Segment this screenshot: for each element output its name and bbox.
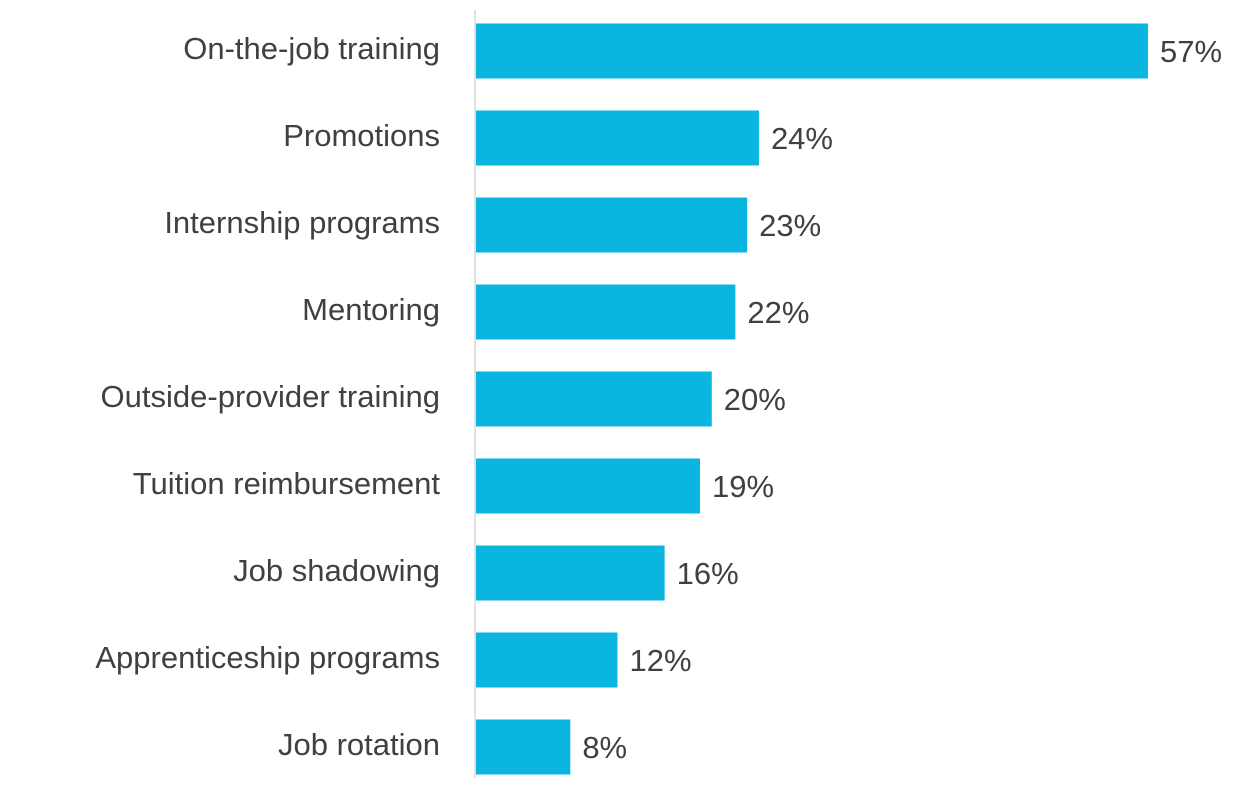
bar bbox=[476, 719, 571, 775]
bar bbox=[476, 545, 665, 601]
data-label: 16% bbox=[677, 556, 739, 591]
bar bbox=[476, 197, 748, 253]
bar bbox=[476, 110, 759, 166]
category-label: Apprenticeship programs bbox=[95, 640, 440, 675]
category-label: Job rotation bbox=[278, 727, 440, 762]
data-label: 22% bbox=[747, 295, 809, 330]
bar bbox=[476, 632, 618, 688]
category-label: Promotions bbox=[283, 118, 440, 153]
category-label: Tuition reimbursement bbox=[133, 466, 441, 501]
data-label: 19% bbox=[712, 469, 774, 504]
category-label: Outside-provider training bbox=[101, 379, 440, 414]
data-label: 57% bbox=[1160, 34, 1222, 69]
bar bbox=[476, 23, 1148, 79]
bar bbox=[476, 284, 736, 340]
data-label: 24% bbox=[771, 121, 833, 156]
bar bbox=[476, 458, 700, 514]
category-label: On-the-job training bbox=[183, 31, 440, 66]
data-label: 12% bbox=[629, 643, 691, 678]
category-label: Internship programs bbox=[164, 205, 440, 240]
data-label: 20% bbox=[724, 382, 786, 417]
category-label: Mentoring bbox=[302, 292, 440, 327]
data-label: 23% bbox=[759, 208, 821, 243]
bar bbox=[476, 371, 712, 427]
data-label: 8% bbox=[582, 730, 627, 765]
category-label: Job shadowing bbox=[233, 553, 440, 588]
